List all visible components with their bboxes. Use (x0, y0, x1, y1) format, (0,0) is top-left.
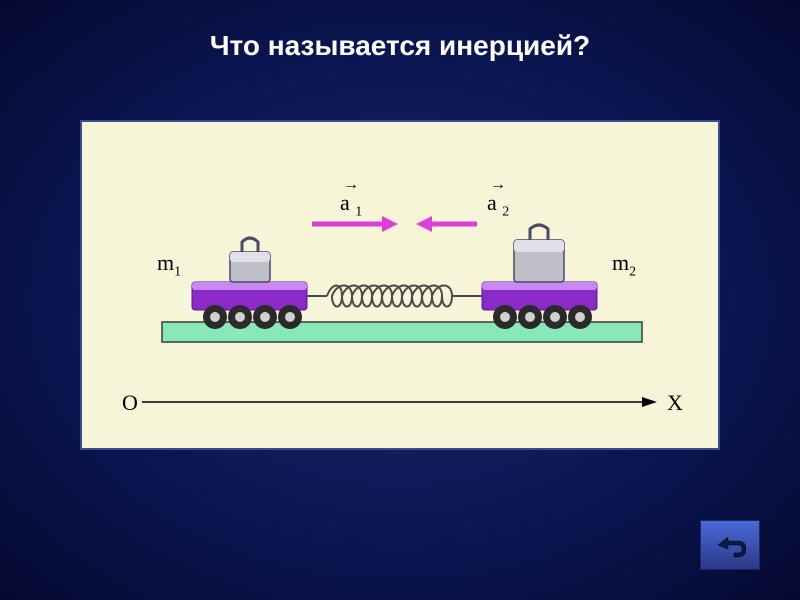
arrow-a2 (416, 216, 477, 232)
axis-line (142, 397, 657, 407)
label-m2: m2 (612, 250, 636, 280)
label-a1: → a 1 (340, 190, 362, 220)
return-icon (710, 529, 750, 561)
label-origin: O (122, 390, 138, 416)
cart-1 (192, 238, 307, 329)
diagram-svg (82, 122, 718, 448)
cart-2 (482, 225, 597, 329)
return-button[interactable] (700, 520, 760, 570)
spring (307, 286, 482, 307)
label-axis-x: X (667, 390, 683, 416)
label-a2: → a 2 (487, 190, 509, 220)
label-m1: m1 (157, 250, 181, 280)
slide-title: Что называется инерцией? (0, 0, 800, 62)
physics-diagram: m1 m2 → a 1 → a 2 O X (80, 120, 720, 450)
